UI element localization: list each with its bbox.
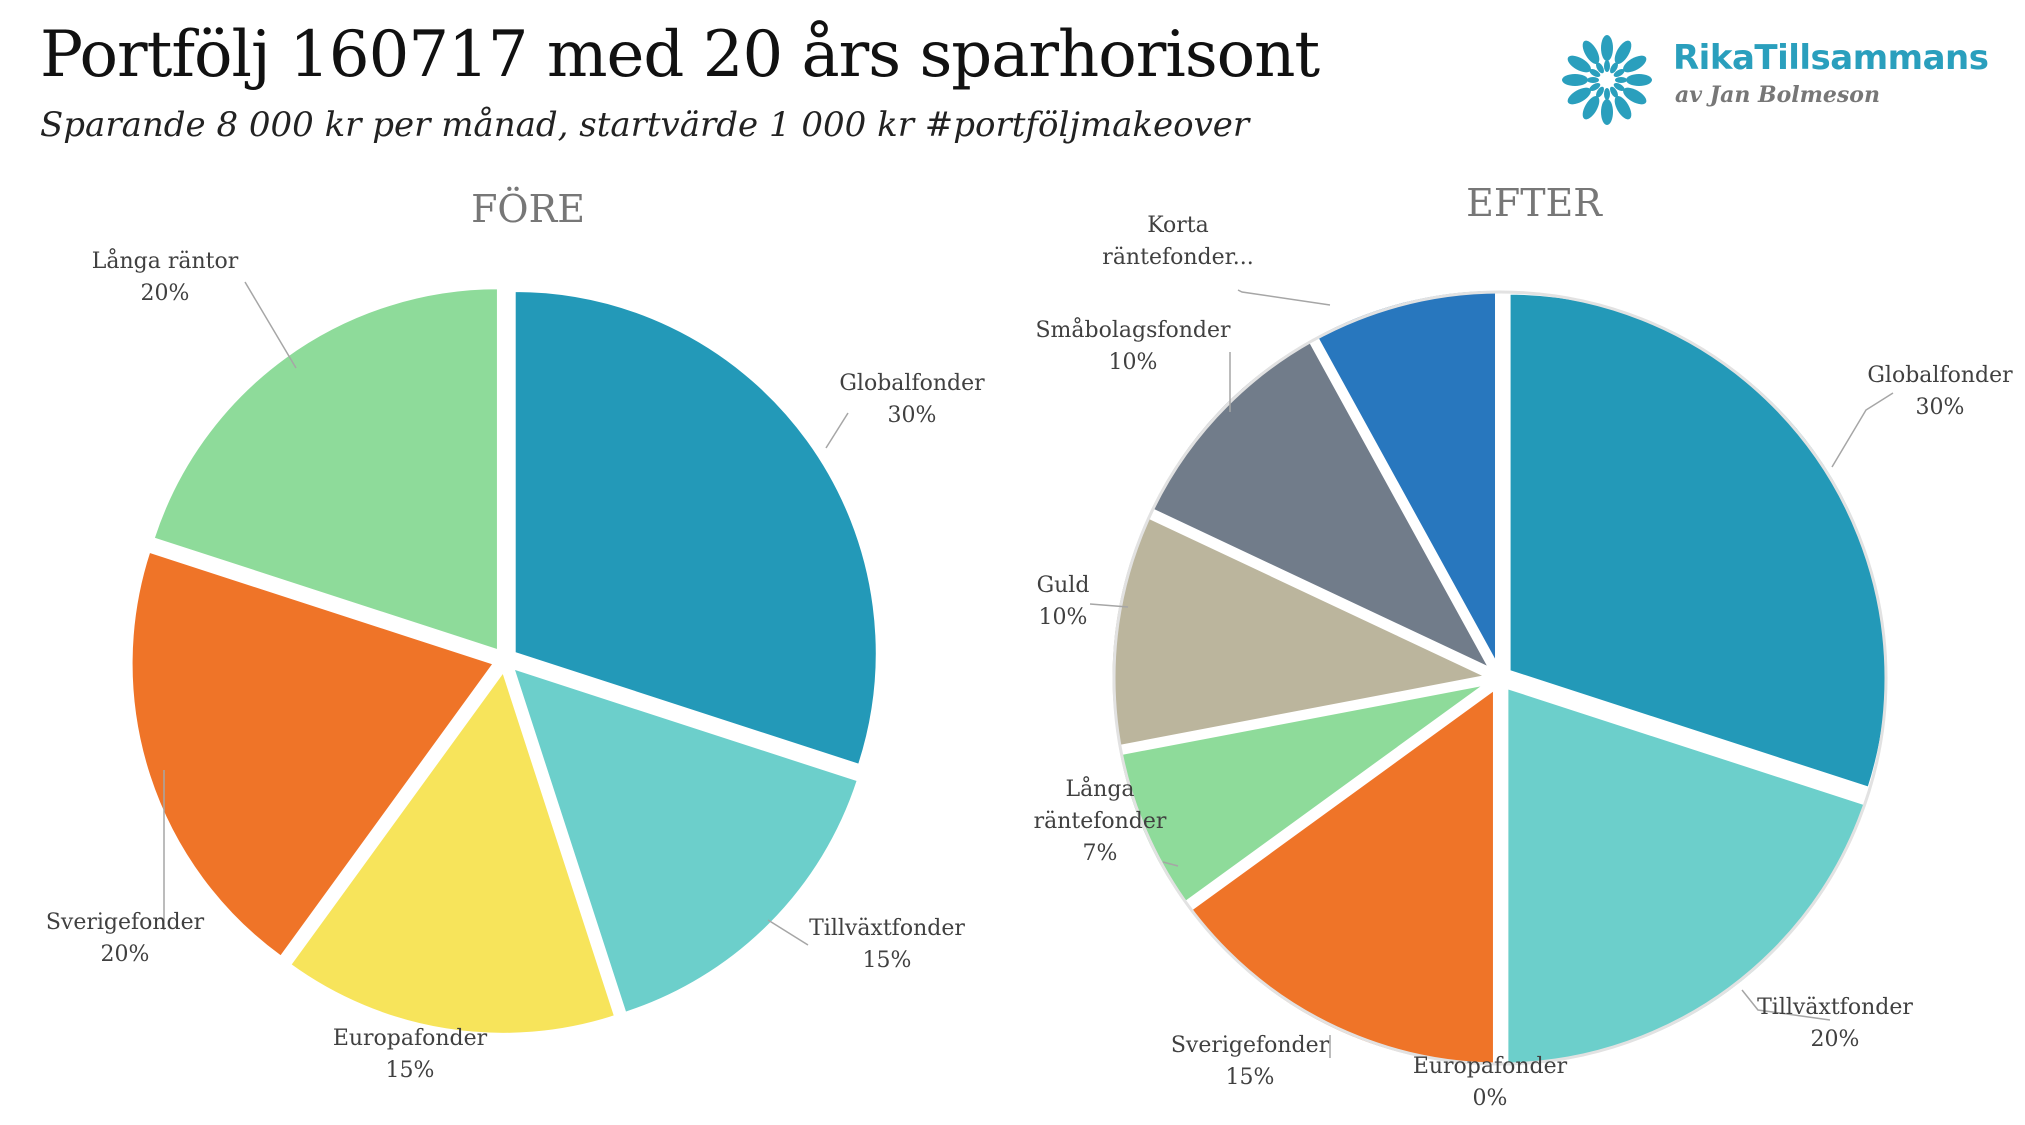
pie-slice-långa-räntor: [152, 287, 499, 652]
data-label: Sverigefonder 20%: [46, 910, 205, 967]
page-subtitle: Sparande 8 000 kr per månad, startvärde …: [40, 105, 1250, 145]
leader-line: [1831, 392, 1894, 468]
leader-line: [1089, 603, 1129, 608]
pie-slice-europafonder: [288, 669, 617, 1035]
data-label: Långa räntor 20%: [92, 247, 239, 306]
data-label: Globalfonder 30%: [1867, 363, 2013, 420]
brand-name: RikaTillsammans: [1673, 38, 1989, 78]
chart-title: FÖRE: [471, 187, 585, 231]
chart-title: EFTER: [1466, 181, 1603, 225]
page-title: Portfölj 160717 med 20 års sparhorisont: [40, 18, 1320, 92]
pie-slice-tillväxtfonder: [1503, 682, 1871, 1069]
pie-chart-0: FÖRE Globalfonder 30% Tillväxtfonder 15% Euro…: [46, 187, 985, 1083]
data-label: Guld 10%: [1037, 573, 1090, 630]
data-label: Långa räntefonder 7%: [1034, 775, 1167, 866]
flower-logo-icon: [1562, 35, 1652, 125]
brand-logo: RikaTillsammans av Jan Bolmeson: [1555, 30, 1995, 130]
data-label: Sverigefonder 15%: [1171, 1033, 1330, 1090]
data-label: Tillväxtfonder 20%: [1757, 995, 1913, 1052]
data-label: Småbolagsfonder 10%: [1035, 316, 1231, 375]
brand-tagline: av Jan Bolmeson: [1675, 82, 1880, 108]
pie-outline: [1112, 290, 1888, 1066]
data-label: Europafonder 15%: [333, 1026, 488, 1083]
data-label: Europafonder 0%: [1413, 1054, 1568, 1111]
pie-slice-småbolagsfonder: [1145, 334, 1499, 677]
pie-slice-sverigefonder: [1184, 682, 1498, 1070]
leader-line: [244, 281, 297, 369]
pie-slice-långa-räntefonder: [1114, 679, 1493, 909]
pie-slice-globalfonder: [1505, 289, 1891, 793]
data-label: Korta räntefonder...: [1102, 213, 1253, 270]
leader-line: [1741, 989, 1831, 1021]
data-label: Tillväxtfonder 15%: [809, 916, 965, 973]
pie-slice-globalfonder: [513, 289, 878, 767]
pie-slice-guld: [1107, 511, 1499, 751]
leader-line: [825, 412, 849, 449]
leader-line: [1237, 289, 1331, 306]
pie-slice-korta-räntefonder-: [1311, 285, 1501, 670]
pie-chart-1: EFTER Globalfonder 30% Tillväxtfonder 20% Eur…: [1034, 181, 2014, 1111]
leader-line: [1162, 861, 1179, 867]
data-label: Globalfonder 30%: [839, 371, 985, 428]
pie-slice-sverigefonder: [130, 550, 496, 958]
leader-line: [767, 919, 809, 946]
pie-slice-tillväxtfonder: [511, 666, 860, 1015]
